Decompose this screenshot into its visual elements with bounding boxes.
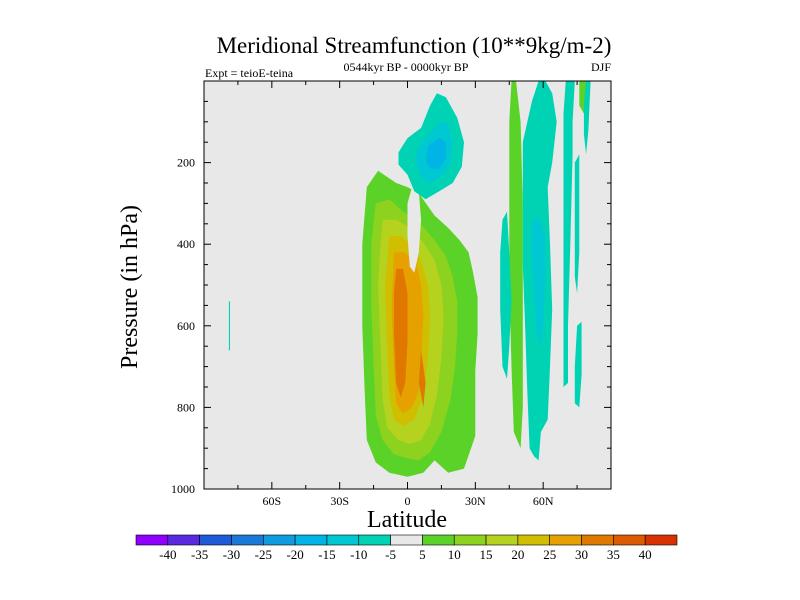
colorbar-label: -40: [159, 547, 176, 562]
contour-region-20: [228, 301, 230, 351]
x-tick-label: 30S: [330, 494, 349, 508]
y-tick-label: 400: [177, 237, 195, 251]
colorbar-label: -5: [385, 547, 396, 562]
experiment-label: Expt = teioE-teina: [205, 66, 294, 80]
x-tick-label: 0: [405, 494, 411, 508]
contour-region-18: [574, 321, 582, 408]
y-tick-label: 800: [177, 400, 195, 414]
contour-region-7: [407, 187, 422, 273]
colorbar-label: -35: [191, 547, 208, 562]
colorbar-swatch: [262, 534, 296, 546]
colorbar-label: 35: [607, 547, 620, 562]
colorbar-swatch: [358, 534, 391, 546]
x-tick-label: 30N: [465, 494, 486, 508]
colorbar-label: -15: [318, 547, 335, 562]
colorbar-label: 10: [448, 547, 461, 562]
contour-region-19: [583, 81, 591, 155]
colorbar-label: 30: [575, 547, 588, 562]
colorbar-swatch: [231, 534, 264, 546]
contour-region-17: [574, 154, 580, 294]
colorbar-swatch: [294, 534, 328, 546]
colorbar: -40 -35 -30 -25 -20 -15 -10 -5 5 10 15 20 25 30 35 40: [135, 534, 678, 562]
colorbar-label: -10: [350, 547, 367, 562]
colorbar-swatch: [644, 534, 678, 546]
colorbar-label: 25: [543, 547, 556, 562]
axis-ticks: 60S 30S 0 30N 60N 200 400 600 800 1000: [171, 80, 612, 508]
colorbar-swatch: [485, 534, 519, 546]
contour-region-6: [418, 350, 426, 408]
colorbar-swatch: [581, 534, 614, 546]
period-label: 0544kyr BP - 0000kyr BP: [344, 60, 469, 74]
y-tick-label: 1000: [171, 482, 195, 496]
chart-title: Meridional Streamfunction (10**9kg/m-2): [217, 33, 612, 58]
season-label: DJF: [591, 60, 611, 74]
y-tick-label: 200: [177, 156, 195, 170]
colorbar-swatch: [390, 534, 423, 546]
x-tick-label: 60S: [262, 494, 281, 508]
colorbar-swatch: [453, 534, 487, 546]
colorbar-swatch: [613, 534, 646, 546]
colorbar-label: 15: [480, 547, 493, 562]
colorbar-swatch: [326, 534, 360, 546]
colorbar-swatch: [517, 534, 551, 546]
contour-region-13: [500, 211, 512, 379]
colorbar-swatch: [422, 534, 455, 546]
contour-regions: [228, 81, 591, 477]
colorbar-swatch: [135, 534, 169, 546]
contour-region-5: [393, 268, 408, 398]
colorbar-label: -30: [223, 547, 240, 562]
colorbar-label: -20: [286, 547, 303, 562]
colorbar-label: 5: [419, 547, 426, 562]
contour-region-16: [563, 81, 575, 387]
y-tick-label: 600: [177, 319, 195, 333]
contour-region-11: [509, 81, 523, 449]
contour-region-10: [425, 138, 446, 169]
x-tick-label: 60N: [533, 494, 554, 508]
contour-region-15: [531, 215, 546, 347]
colorbar-swatch: [167, 534, 200, 546]
colorbar-label: -25: [255, 547, 272, 562]
colorbar-swatch: [549, 534, 582, 546]
y-axis-label: Pressure (in hPa): [117, 205, 143, 369]
colorbar-label: 20: [511, 547, 524, 562]
colorbar-label: 40: [639, 547, 652, 562]
x-axis-label: Latitude: [367, 507, 447, 533]
colorbar-swatch: [199, 534, 232, 546]
